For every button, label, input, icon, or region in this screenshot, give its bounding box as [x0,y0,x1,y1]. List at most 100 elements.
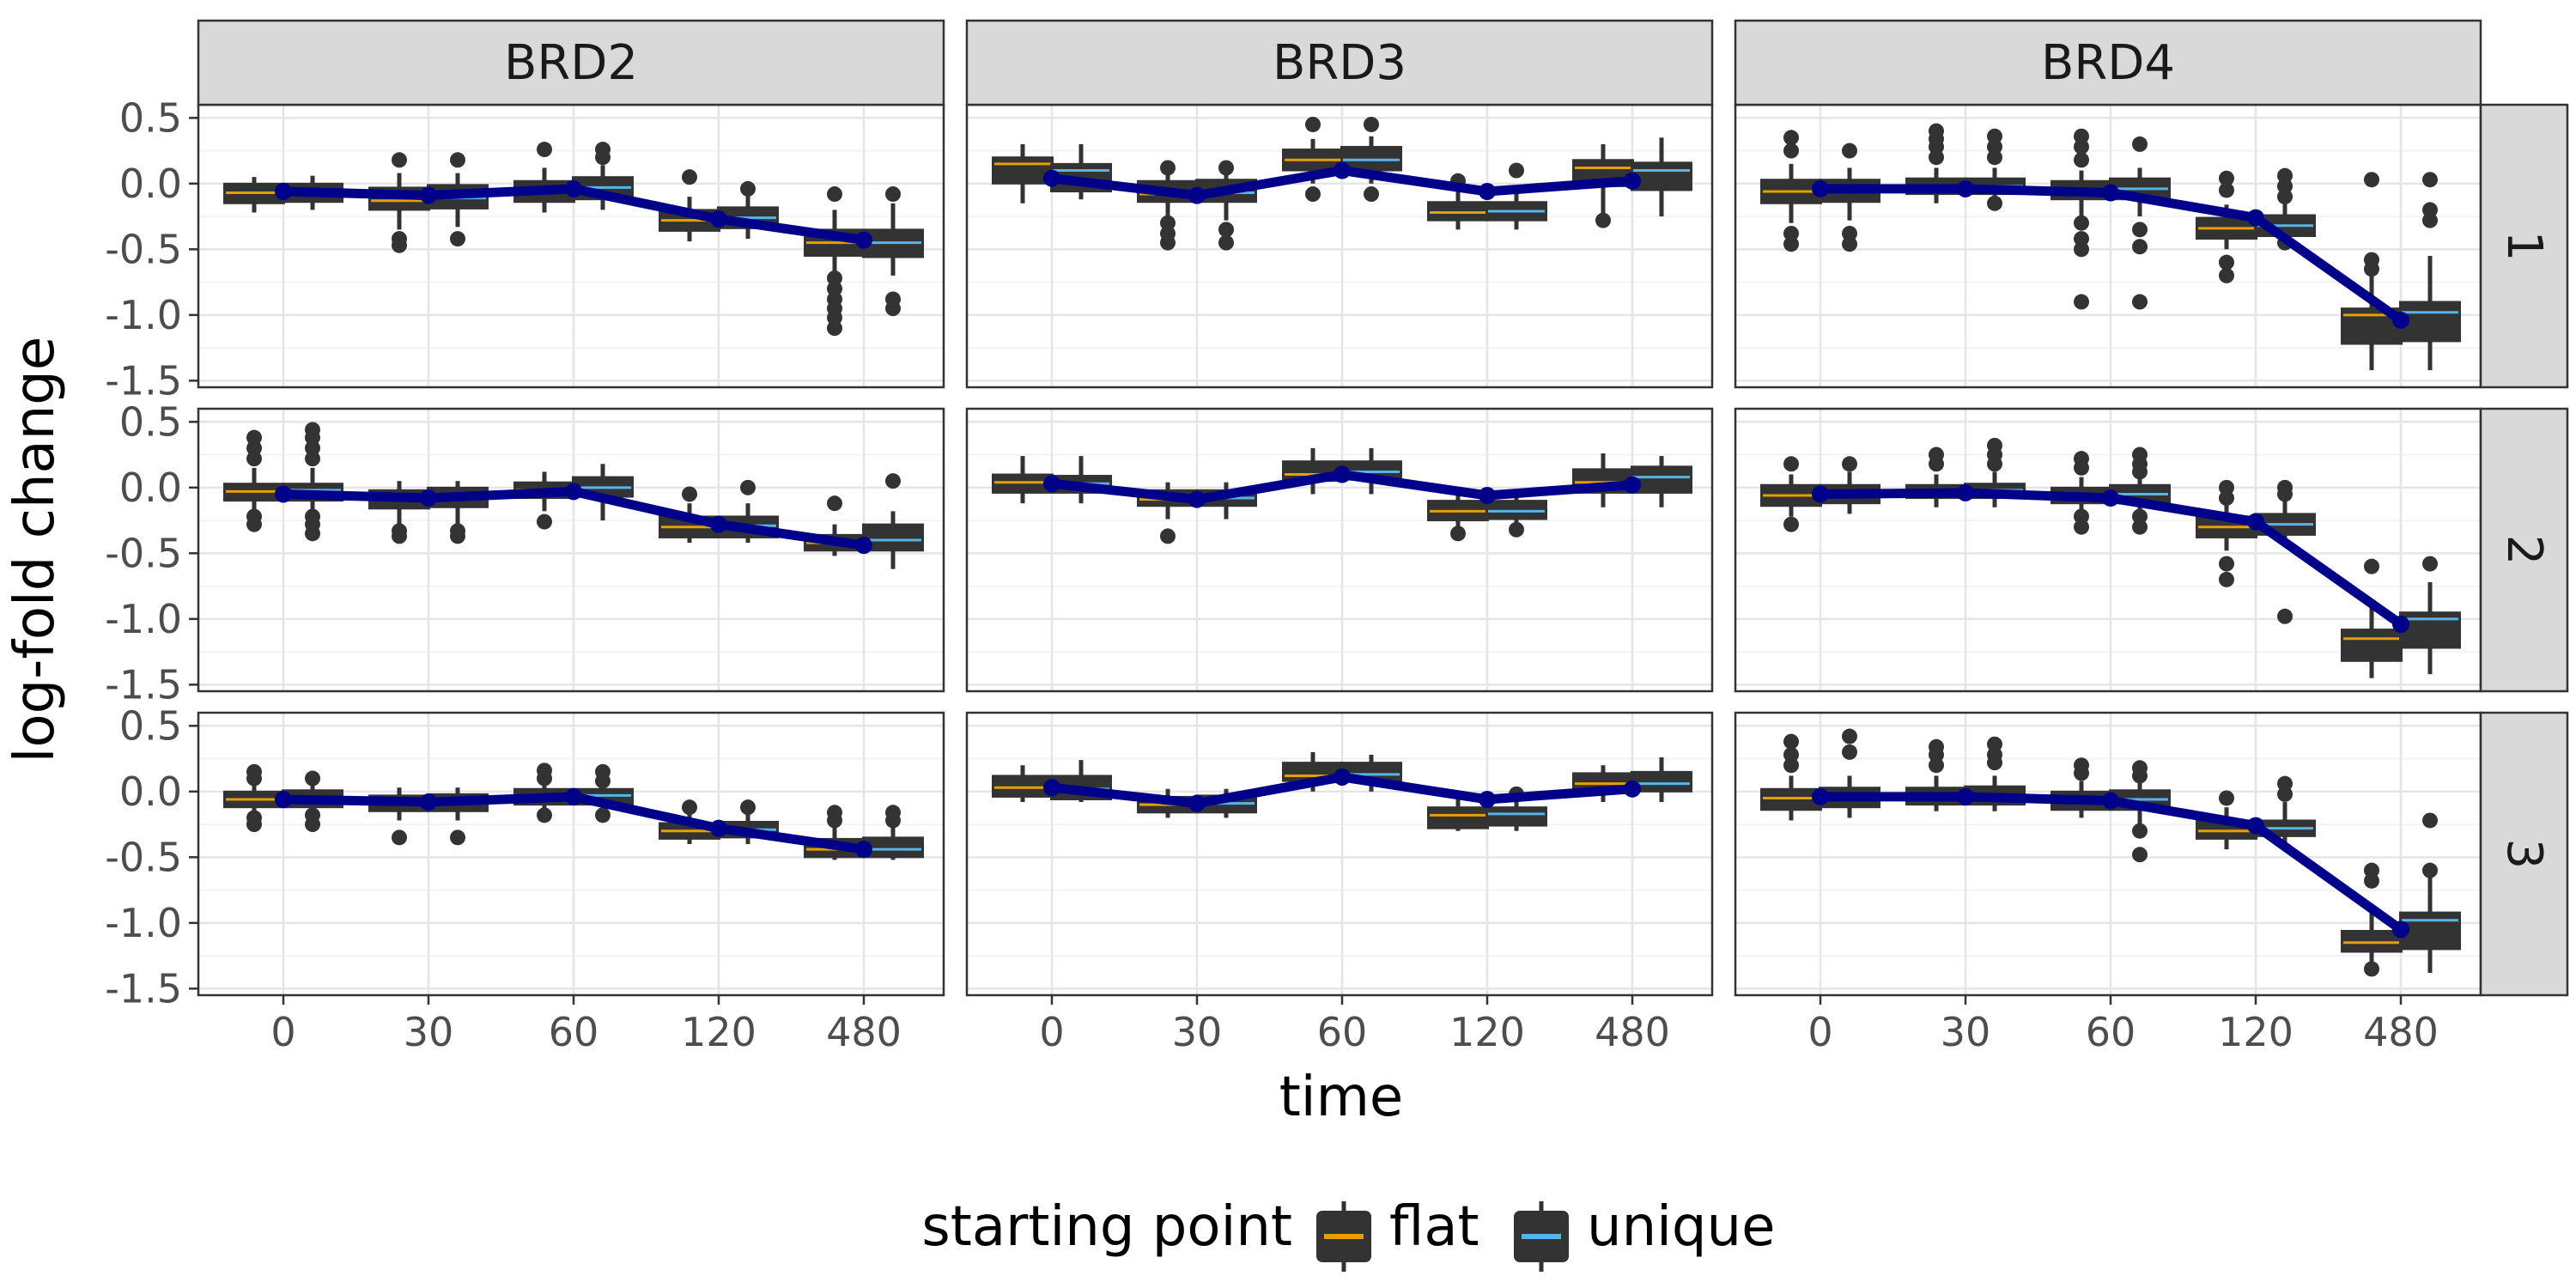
panel-border [965,711,1714,997]
mean-point [565,179,582,197]
outlier-point [2132,768,2148,784]
outlier-point [2364,261,2379,277]
y-tick-label: -0.5 [105,530,182,576]
mean-point [420,186,437,204]
mean-point [1479,790,1496,808]
outlier-point [246,770,262,787]
y-tick-label: -1.0 [105,900,182,946]
y-tick-label: -0.5 [105,834,182,880]
box-unique-480 [2399,556,2461,675]
outlier-point [885,186,901,203]
outlier-point [246,451,262,467]
box-flat-120 [1427,798,1489,831]
outlier-point [2219,790,2234,806]
y-tick-label: -1.5 [105,357,182,404]
outlier-point [1305,116,1321,132]
box-body [2399,911,2461,951]
outlier-point [2074,294,2089,310]
outlier-point [1783,130,1799,146]
panel-border [965,407,1714,693]
outlier-point [1842,143,1857,159]
x-tick-label: 0 [270,1009,295,1055]
legend-label-unique: unique [1587,1195,1775,1259]
panel-BRD4-2 [1734,407,2482,693]
outlier-point [1364,186,1379,203]
box-body [992,156,1054,185]
outlier-point [1595,212,1611,228]
strip-BRD4 [1734,19,2482,106]
box-unique-480 [862,473,924,569]
outlier-point [2132,239,2148,255]
outlier-point [740,799,756,816]
outlier-point [1783,733,1799,750]
outlier-point [1364,116,1379,132]
mean-point [1188,490,1206,508]
box-unique-480 [862,186,924,317]
outlier-point [1987,149,2002,166]
row-strip-1 [2479,103,2569,389]
mean-point [1188,794,1206,812]
mean-point [2102,489,2119,507]
mean-point [565,483,582,501]
outlier-point [1783,236,1799,252]
x-tick-label: 30 [1172,1009,1223,1055]
outlier-point [2277,786,2293,802]
panel-border [197,407,945,693]
outlier-point [2277,189,2293,205]
outlier-point [537,770,552,787]
y-tick-label: -1.5 [105,661,182,708]
outlier-point [1929,149,1944,166]
outlier-point [2422,812,2438,829]
box-body [1485,806,1547,827]
outlier-point [1509,521,1524,538]
y-tick-label: 0.5 [119,398,182,445]
outlier-point [1842,456,1857,472]
outlier-point [2132,464,2148,480]
box-flat-480 [2341,558,2403,678]
outlier-point [1783,757,1799,774]
legend-key-unique [1514,1201,1569,1272]
outlier-point [537,807,552,823]
mean-point [855,231,872,249]
outlier-point [392,829,407,846]
mean-point [2102,792,2119,810]
outlier-point [2422,556,2438,572]
outlier-point [246,516,262,532]
strip-BRD3 [965,19,1714,106]
y-tick-label: 0.5 [119,94,182,141]
mean-point [565,787,582,805]
outlier-point [1842,728,1857,744]
x-tick-label: 30 [404,1009,454,1055]
x-axis-title: time [1279,1066,1404,1129]
outlier-point [2364,172,2379,188]
outlier-point [537,142,552,158]
mean-point [2102,184,2119,202]
panel-BRD4-1 [1734,103,2482,389]
outlier-point [885,812,901,829]
outlier-point [2364,961,2379,977]
outlier-point [1305,186,1321,203]
outlier-point [2364,558,2379,574]
x-tick-label: 30 [1941,1009,1991,1055]
panel-background [967,409,1712,691]
mean-point [275,182,292,200]
box-flat-120 [1427,173,1489,230]
panels-layer [197,103,2482,997]
legend-key-flat [1316,1201,1371,1272]
strip-label-BRD3: BRD3 [1273,35,1406,91]
outlier-point [2074,241,2089,258]
box-flat-0 [223,763,285,833]
y-tick-label: -1.0 [105,292,182,338]
x-tick-label: 0 [1807,1009,1832,1055]
y-tick-label: -1.5 [105,965,182,1012]
box-body [2341,629,2403,662]
outlier-point [305,770,320,787]
y-tick-label: 0.0 [119,769,182,815]
outlier-point [392,152,407,168]
outlier-point [740,180,756,197]
x-tick-label: 120 [681,1009,756,1055]
outlier-point [2219,182,2234,198]
row-strip-2 [2479,407,2569,693]
box-body [1427,201,1489,222]
outlier-point [2277,608,2293,624]
